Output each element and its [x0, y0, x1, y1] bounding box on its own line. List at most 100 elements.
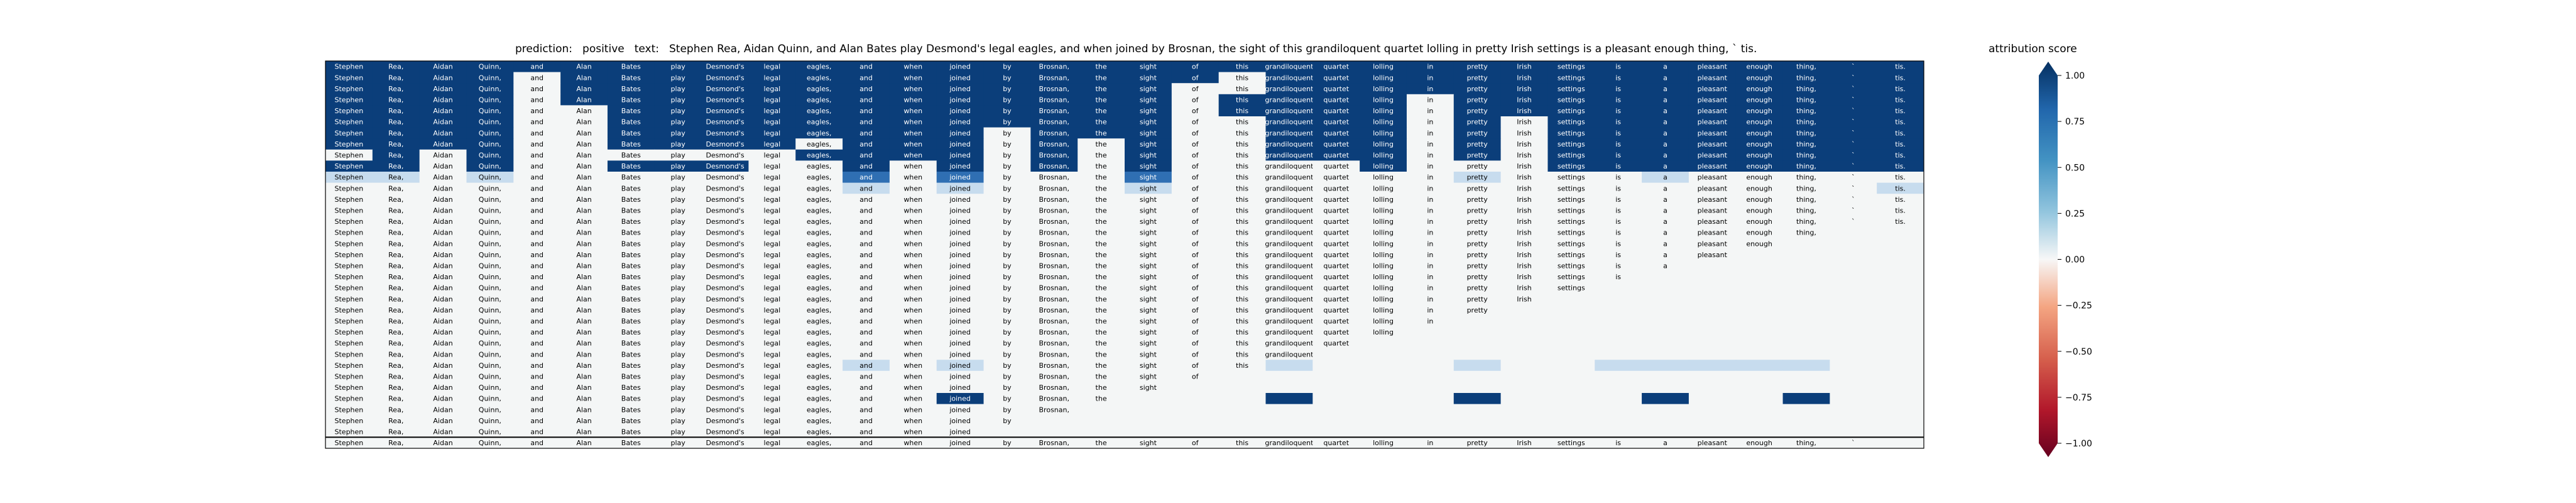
- heatmap-cell: [843, 138, 890, 150]
- token-label: of: [1192, 96, 1199, 104]
- heatmap-cell: [372, 348, 420, 360]
- token-label: and: [860, 229, 873, 237]
- token-label: the: [1096, 74, 1107, 82]
- heatmap-cell: [1265, 315, 1313, 327]
- heatmap-cell: [1688, 182, 1737, 194]
- heatmap-cell: [1265, 360, 1313, 372]
- heatmap-cell: [701, 293, 749, 305]
- token-label: and: [860, 251, 873, 259]
- heatmap-cell: [1171, 160, 1220, 172]
- token-label: grandiloquent: [1265, 196, 1314, 204]
- token-label: Stephen: [335, 151, 364, 159]
- heatmap-cell: [1313, 127, 1360, 139]
- token-label: and: [530, 140, 543, 148]
- heatmap-cell: [1360, 238, 1407, 250]
- heatmap-cell: [560, 282, 608, 294]
- token-label: the: [1096, 240, 1107, 248]
- token-label: thing,: [1796, 229, 1816, 237]
- token-label: sight: [1140, 273, 1157, 281]
- heatmap-cell: [1547, 360, 1595, 372]
- heatmap-cell: [889, 194, 937, 206]
- token-label: the: [1096, 317, 1107, 325]
- heatmap-cell: [372, 105, 420, 117]
- heatmap-cell: [701, 204, 749, 216]
- heatmap-cell: [936, 293, 985, 305]
- token-label: legal: [764, 317, 781, 325]
- token-label: play: [671, 74, 686, 82]
- heatmap-cell: [1171, 238, 1220, 250]
- token-label: eagles,: [807, 129, 832, 137]
- heatmap-cell: [1218, 326, 1266, 338]
- heatmap-cell: [795, 204, 843, 216]
- token-label: joined: [949, 107, 971, 115]
- token-label: by: [1003, 417, 1012, 425]
- heatmap-cell: [1171, 149, 1220, 161]
- heatmap-cell: [1877, 348, 1924, 360]
- token-label: eagles,: [807, 184, 832, 192]
- token-label: this: [1236, 162, 1248, 170]
- heatmap-cell: [513, 404, 561, 416]
- heatmap-cell: [513, 216, 561, 228]
- heatmap-cell: [1688, 338, 1737, 350]
- heatmap-cell: [843, 404, 890, 416]
- token-label: of: [1192, 229, 1199, 237]
- token-label: pretty: [1467, 174, 1488, 182]
- heatmap-cell: [795, 437, 843, 449]
- token-label: quartet: [1323, 63, 1349, 71]
- token-label: sight: [1140, 317, 1157, 325]
- token-label: Rea,: [388, 428, 403, 436]
- token-label: this: [1236, 350, 1248, 358]
- token-label: and: [860, 96, 873, 104]
- token-label: legal: [764, 218, 781, 226]
- token-label: in: [1427, 295, 1433, 303]
- token-label: Aidan: [433, 218, 452, 226]
- heatmap-cell: [1313, 61, 1360, 73]
- heatmap-cell: [560, 271, 608, 283]
- token-label: Quinn,: [479, 218, 501, 226]
- heatmap-cell: [1830, 204, 1877, 216]
- heatmap-cell: [701, 426, 749, 438]
- token-label: joined: [949, 174, 971, 182]
- token-label: Quinn,: [479, 129, 501, 137]
- token-label: and: [530, 196, 543, 204]
- token-label: quartet: [1323, 240, 1349, 248]
- token-label: of: [1192, 340, 1199, 348]
- token-label: by: [1003, 107, 1012, 115]
- token-label: enough: [1746, 184, 1772, 192]
- token-label: enough: [1746, 196, 1772, 204]
- token-label: Brosnan,: [1039, 251, 1069, 259]
- token-label: Bates: [621, 151, 641, 159]
- heatmap-cell: [1265, 182, 1313, 194]
- token-label: Quinn,: [479, 196, 501, 204]
- token-label: and: [860, 284, 873, 292]
- token-label: in: [1427, 206, 1433, 214]
- token-label: quartet: [1323, 439, 1349, 447]
- heatmap-cell: [748, 404, 796, 416]
- token-label: the: [1096, 362, 1107, 370]
- heatmap-cell: [936, 437, 985, 449]
- token-label: pretty: [1467, 129, 1488, 137]
- heatmap-cell: [1642, 382, 1689, 394]
- token-label: Irish: [1517, 63, 1532, 71]
- token-label: legal: [764, 439, 781, 447]
- token-label: settings: [1558, 206, 1585, 214]
- token-label: sight: [1140, 63, 1157, 71]
- token-label: and: [860, 362, 873, 370]
- heatmap-cell: [843, 204, 890, 216]
- heatmap-cell: [748, 338, 796, 350]
- token-label: quartet: [1323, 74, 1349, 82]
- token-label: a: [1663, 63, 1667, 71]
- heatmap-cell: [983, 182, 1031, 194]
- token-label: and: [530, 96, 543, 104]
- heatmap-cell: [1030, 116, 1078, 128]
- heatmap-cell: [748, 105, 796, 117]
- heatmap-cell: [1453, 216, 1502, 228]
- token-label: joined: [949, 129, 971, 137]
- heatmap-cell: [654, 348, 702, 360]
- heatmap-cell: [748, 238, 796, 250]
- heatmap-cell: [1078, 116, 1125, 128]
- heatmap-cell: [1500, 149, 1548, 161]
- token-label: and: [530, 151, 543, 159]
- heatmap-cell: [701, 83, 749, 95]
- heatmap-cell: [372, 404, 420, 416]
